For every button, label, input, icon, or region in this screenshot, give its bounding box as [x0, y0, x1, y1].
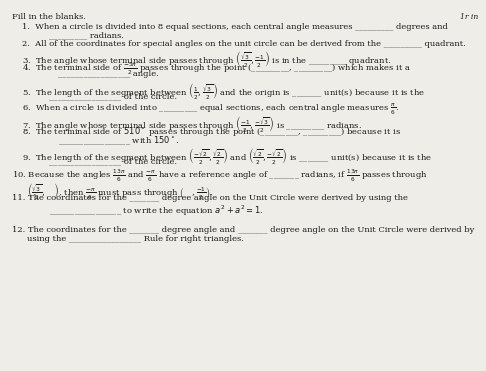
Text: 4.  The terminal side of $\frac{-5\pi}{2}$ passes through the point (_________, : 4. The terminal side of $\frac{-5\pi}{2}… [22, 61, 411, 77]
Text: 8.  The terminal side of $510^\circ$ passes through the point (_________, ______: 8. The terminal side of $510^\circ$ pass… [22, 125, 401, 138]
Text: _________________ of the circle.: _________________ of the circle. [49, 92, 176, 100]
Text: 3.  The angle whose terminal side passes through $\left(\frac{\sqrt{3}}{2}, \fra: 3. The angle whose terminal side passes … [22, 49, 391, 69]
Text: _________ radians.: _________ radians. [49, 32, 123, 40]
Text: _________________ of the circle.: _________________ of the circle. [49, 157, 176, 165]
Text: using the _________________ Rule for right triangles.: using the _________________ Rule for rig… [27, 235, 243, 243]
Text: 9.  The length of the segment between $\left(\frac{-\sqrt{2}}{2}, \frac{\sqrt{2}: 9. The length of the segment between $\l… [22, 146, 432, 166]
Text: 2.  All of the coordinates for special angles on the unit circle can be derived : 2. All of the coordinates for special an… [22, 40, 466, 48]
Text: 5.  The length of the segment between $\left(\frac{1}{2}, \frac{\sqrt{3}}{2}\rig: 5. The length of the segment between $\l… [22, 81, 425, 101]
Text: 10. Because the angles $\frac{13\pi}{6}$ and $\frac{-\pi}{6}$ have a reference a: 10. Because the angles $\frac{13\pi}{6}$… [12, 168, 428, 184]
Text: 6.  When a circle is divided into _________ equal sections, each central angle m: 6. When a circle is divided into _______… [22, 102, 399, 117]
Text: _________________ with $150^\circ$.: _________________ with $150^\circ$. [58, 134, 180, 147]
Text: _________________ to write the equation $a^2 + a^2 = 1$.: _________________ to write the equation … [49, 204, 263, 219]
Text: _________________ angle.: _________________ angle. [58, 70, 159, 79]
Text: 1r in: 1r in [460, 13, 479, 21]
Text: 11. The coordinates for the _______ degree angle on the Unit Circle were derived: 11. The coordinates for the _______ degr… [12, 194, 408, 203]
Text: Fill in the blanks.: Fill in the blanks. [12, 13, 86, 21]
Text: 1.  When a circle is divided into 8 equal sections, each central angle measures : 1. When a circle is divided into 8 equal… [22, 23, 448, 31]
Text: 12. The coordinates for the _______ degree angle and _______ degree angle on the: 12. The coordinates for the _______ degr… [12, 226, 474, 234]
Text: 7.  The angle whose terminal side passes through $\left(\frac{-1}{2}, \frac{-\sq: 7. The angle whose terminal side passes … [22, 114, 362, 134]
Text: $\left(\frac{\sqrt{3}}{2},\quad\right)$, then $\frac{-\pi}{6}$ must pass through: $\left(\frac{\sqrt{3}}{2},\quad\right)$,… [27, 181, 213, 201]
